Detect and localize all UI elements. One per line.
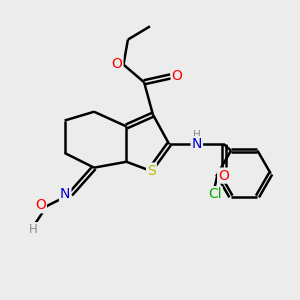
Text: N: N [60, 187, 70, 201]
Text: H: H [193, 130, 201, 140]
Text: Cl: Cl [208, 187, 222, 201]
Text: S: S [147, 164, 156, 178]
Text: O: O [112, 57, 122, 71]
Text: O: O [172, 69, 182, 83]
Text: H: H [29, 223, 38, 236]
Text: O: O [218, 169, 229, 183]
Text: N: N [192, 137, 202, 151]
Text: O: O [35, 198, 46, 212]
